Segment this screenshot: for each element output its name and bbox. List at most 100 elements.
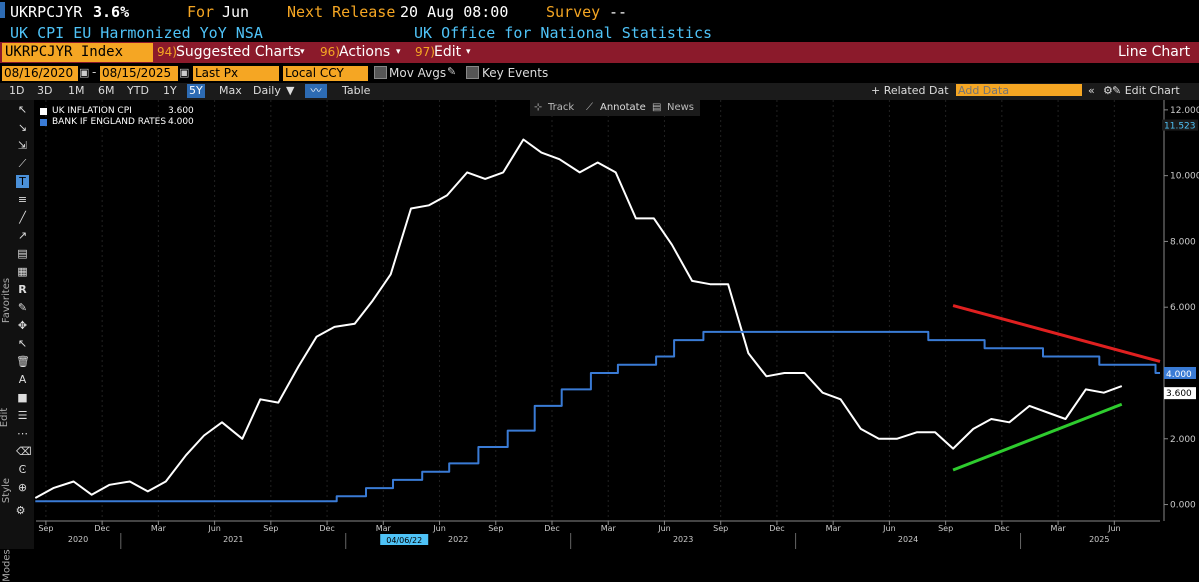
track-icon[interactable]: ⊹: [534, 102, 543, 113]
x-tick-label: Dec: [994, 524, 1009, 533]
rect-icon[interactable]: ▦: [17, 265, 28, 278]
x-tick-label: Jun: [657, 524, 671, 533]
line-icon[interactable]: ╱: [19, 211, 26, 224]
end-date-input[interactable]: 08/15/2025: [100, 66, 178, 81]
legend-item[interactable]: UK INFLATION CPI 3.600: [36, 106, 196, 117]
period-1d[interactable]: 1D: [9, 84, 25, 97]
eraser-icon[interactable]: ⌫: [16, 445, 32, 458]
line-chart-icon[interactable]: 〰: [305, 84, 327, 98]
track-button[interactable]: Track: [548, 102, 575, 113]
trendline-layer: [952, 304, 1161, 472]
ray-icon[interactable]: ↗: [17, 229, 28, 242]
y-axis: 0.000 2.000 4.000 6.000 8.000 10.000 12.000 11.…: [1162, 100, 1199, 521]
lock-icon[interactable]: ⊕: [17, 481, 28, 494]
x-tick-label: Sep: [263, 524, 278, 533]
y-tick-label: 2.000: [1170, 435, 1196, 445]
linestyle-icon[interactable]: ⋯: [17, 427, 28, 440]
legend: UK INFLATION CPI 3.600 BANK IF ENGLAND R…: [36, 106, 196, 128]
period-3d[interactable]: 3D: [37, 84, 53, 97]
frequency-select[interactable]: Daily: [253, 84, 281, 97]
select-icon[interactable]: ↖: [17, 337, 28, 350]
currency-select[interactable]: Local CCY: [283, 66, 368, 81]
mov-avgs-label[interactable]: Mov Avgs: [389, 66, 447, 80]
annotate-icon[interactable]: ⟋: [586, 102, 593, 113]
trash-icon[interactable]: 🗑: [16, 355, 30, 368]
key-events-checkbox[interactable]: [466, 66, 479, 79]
x-tick-label: Sep: [713, 524, 728, 533]
settings-icon[interactable]: ⚙: [1103, 84, 1113, 97]
cpi-line: [34, 138, 1123, 499]
linewidth-icon[interactable]: ☰: [17, 409, 28, 422]
period-6m[interactable]: 6M: [98, 84, 115, 97]
series-layer: [34, 138, 1160, 503]
annotate-button[interactable]: Annotate: [600, 102, 646, 113]
legend-item[interactable]: BANK IF ENGLAND RATES 4.000: [36, 117, 196, 128]
legend-value: 4.000: [168, 117, 194, 127]
crosshair-icon[interactable]: ↘: [17, 121, 28, 134]
cursor-date-label: 04/06/22: [386, 536, 422, 545]
menu-bar: UKRPCJYR Index 94) Suggested Charts ▾ 96…: [0, 42, 1199, 63]
cursor-date-box: [380, 534, 429, 545]
header-row: UKRPCJYR 3.6% For Jun Next Release 20 Au…: [0, 0, 1199, 22]
move-icon[interactable]: ✥: [17, 319, 28, 332]
magnet-icon[interactable]: Ͼ: [18, 463, 27, 476]
channel-icon[interactable]: ≡: [17, 193, 28, 206]
table-button[interactable]: Table: [342, 84, 371, 97]
x-tick-label: Dec: [544, 524, 559, 533]
y-tick-label: 0.000: [1170, 501, 1196, 511]
chart-type-label[interactable]: Line Chart: [1118, 44, 1191, 60]
fill-icon[interactable]: ■: [17, 391, 28, 404]
period-max[interactable]: Max: [219, 84, 242, 97]
fib-icon[interactable]: ▤: [17, 247, 28, 260]
actions-chevron-icon[interactable]: ▾: [396, 47, 401, 57]
cpi-last-box: [1164, 387, 1196, 400]
mov-avgs-checkbox[interactable]: [374, 66, 387, 79]
x-tick-label: Jun: [882, 524, 896, 533]
rates-last-label: 4.000: [1166, 370, 1192, 380]
trendline-icon[interactable]: ⟋: [18, 157, 27, 170]
news-icon[interactable]: ▤: [652, 102, 662, 113]
actions-menu[interactable]: Actions: [339, 44, 391, 60]
x-tick-label: Jun: [1107, 524, 1121, 533]
green-trendline[interactable]: [952, 402, 1123, 472]
period-1m[interactable]: 1M: [68, 84, 85, 97]
y-tick-label: 10.000: [1170, 172, 1199, 182]
mov-avgs-pencil-icon[interactable]: ✎: [447, 65, 457, 78]
suggested-charts-menu[interactable]: Suggested Charts: [176, 44, 301, 60]
edit-chart-button[interactable]: ✎ Edit Chart: [1112, 84, 1180, 97]
period-1y[interactable]: 1Y: [163, 84, 177, 97]
price-field-select[interactable]: Last Px: [193, 66, 279, 81]
edit-chart-label[interactable]: Edit Chart: [1124, 84, 1180, 97]
pen-icon[interactable]: ✎: [17, 301, 28, 314]
date-controls: 08/16/2020 ▣ - 08/15/2025 ▣ Last Px Loca…: [0, 65, 1199, 83]
start-date-input[interactable]: 08/16/2020: [2, 66, 78, 81]
edit-menu[interactable]: Edit: [434, 44, 462, 60]
ticker[interactable]: UKRPCJYR: [10, 3, 83, 21]
collapse-icon[interactable]: «: [1088, 84, 1095, 97]
period-ytd[interactable]: YTD: [127, 84, 149, 97]
end-calendar-icon[interactable]: ▣: [179, 66, 190, 79]
start-calendar-icon[interactable]: ▣: [79, 66, 90, 79]
key-events-label[interactable]: Key Events: [482, 66, 549, 80]
r-icon[interactable]: R: [18, 283, 27, 296]
suggested-chevron-icon[interactable]: ▾: [300, 47, 305, 57]
pointer-icon[interactable]: ↖: [17, 103, 28, 116]
news-button[interactable]: News: [667, 102, 695, 113]
toolbar-settings-icon[interactable]: ⚙: [15, 504, 26, 517]
security-field[interactable]: UKRPCJYR Index: [2, 43, 153, 62]
y-tick-label: 6.000: [1170, 303, 1196, 313]
year-label: 2025: [1089, 535, 1109, 544]
add-data-input[interactable]: [956, 84, 1082, 96]
text-icon[interactable]: T: [16, 175, 29, 188]
frequency-chevron-icon[interactable]: ▼: [286, 84, 295, 97]
font-icon[interactable]: A: [18, 373, 27, 386]
x-tick-label: Jun: [207, 524, 221, 533]
for-label: For: [187, 3, 215, 21]
edit-chevron-icon[interactable]: ▾: [466, 47, 471, 57]
zoom-icon[interactable]: ⇲: [17, 139, 28, 152]
year-label: 2020: [68, 535, 88, 544]
year-label: 2022: [448, 535, 468, 544]
related-data-button[interactable]: + Related Dat: [871, 84, 949, 97]
period-5y[interactable]: 5Y: [187, 84, 205, 98]
red-trendline[interactable]: [952, 304, 1161, 363]
